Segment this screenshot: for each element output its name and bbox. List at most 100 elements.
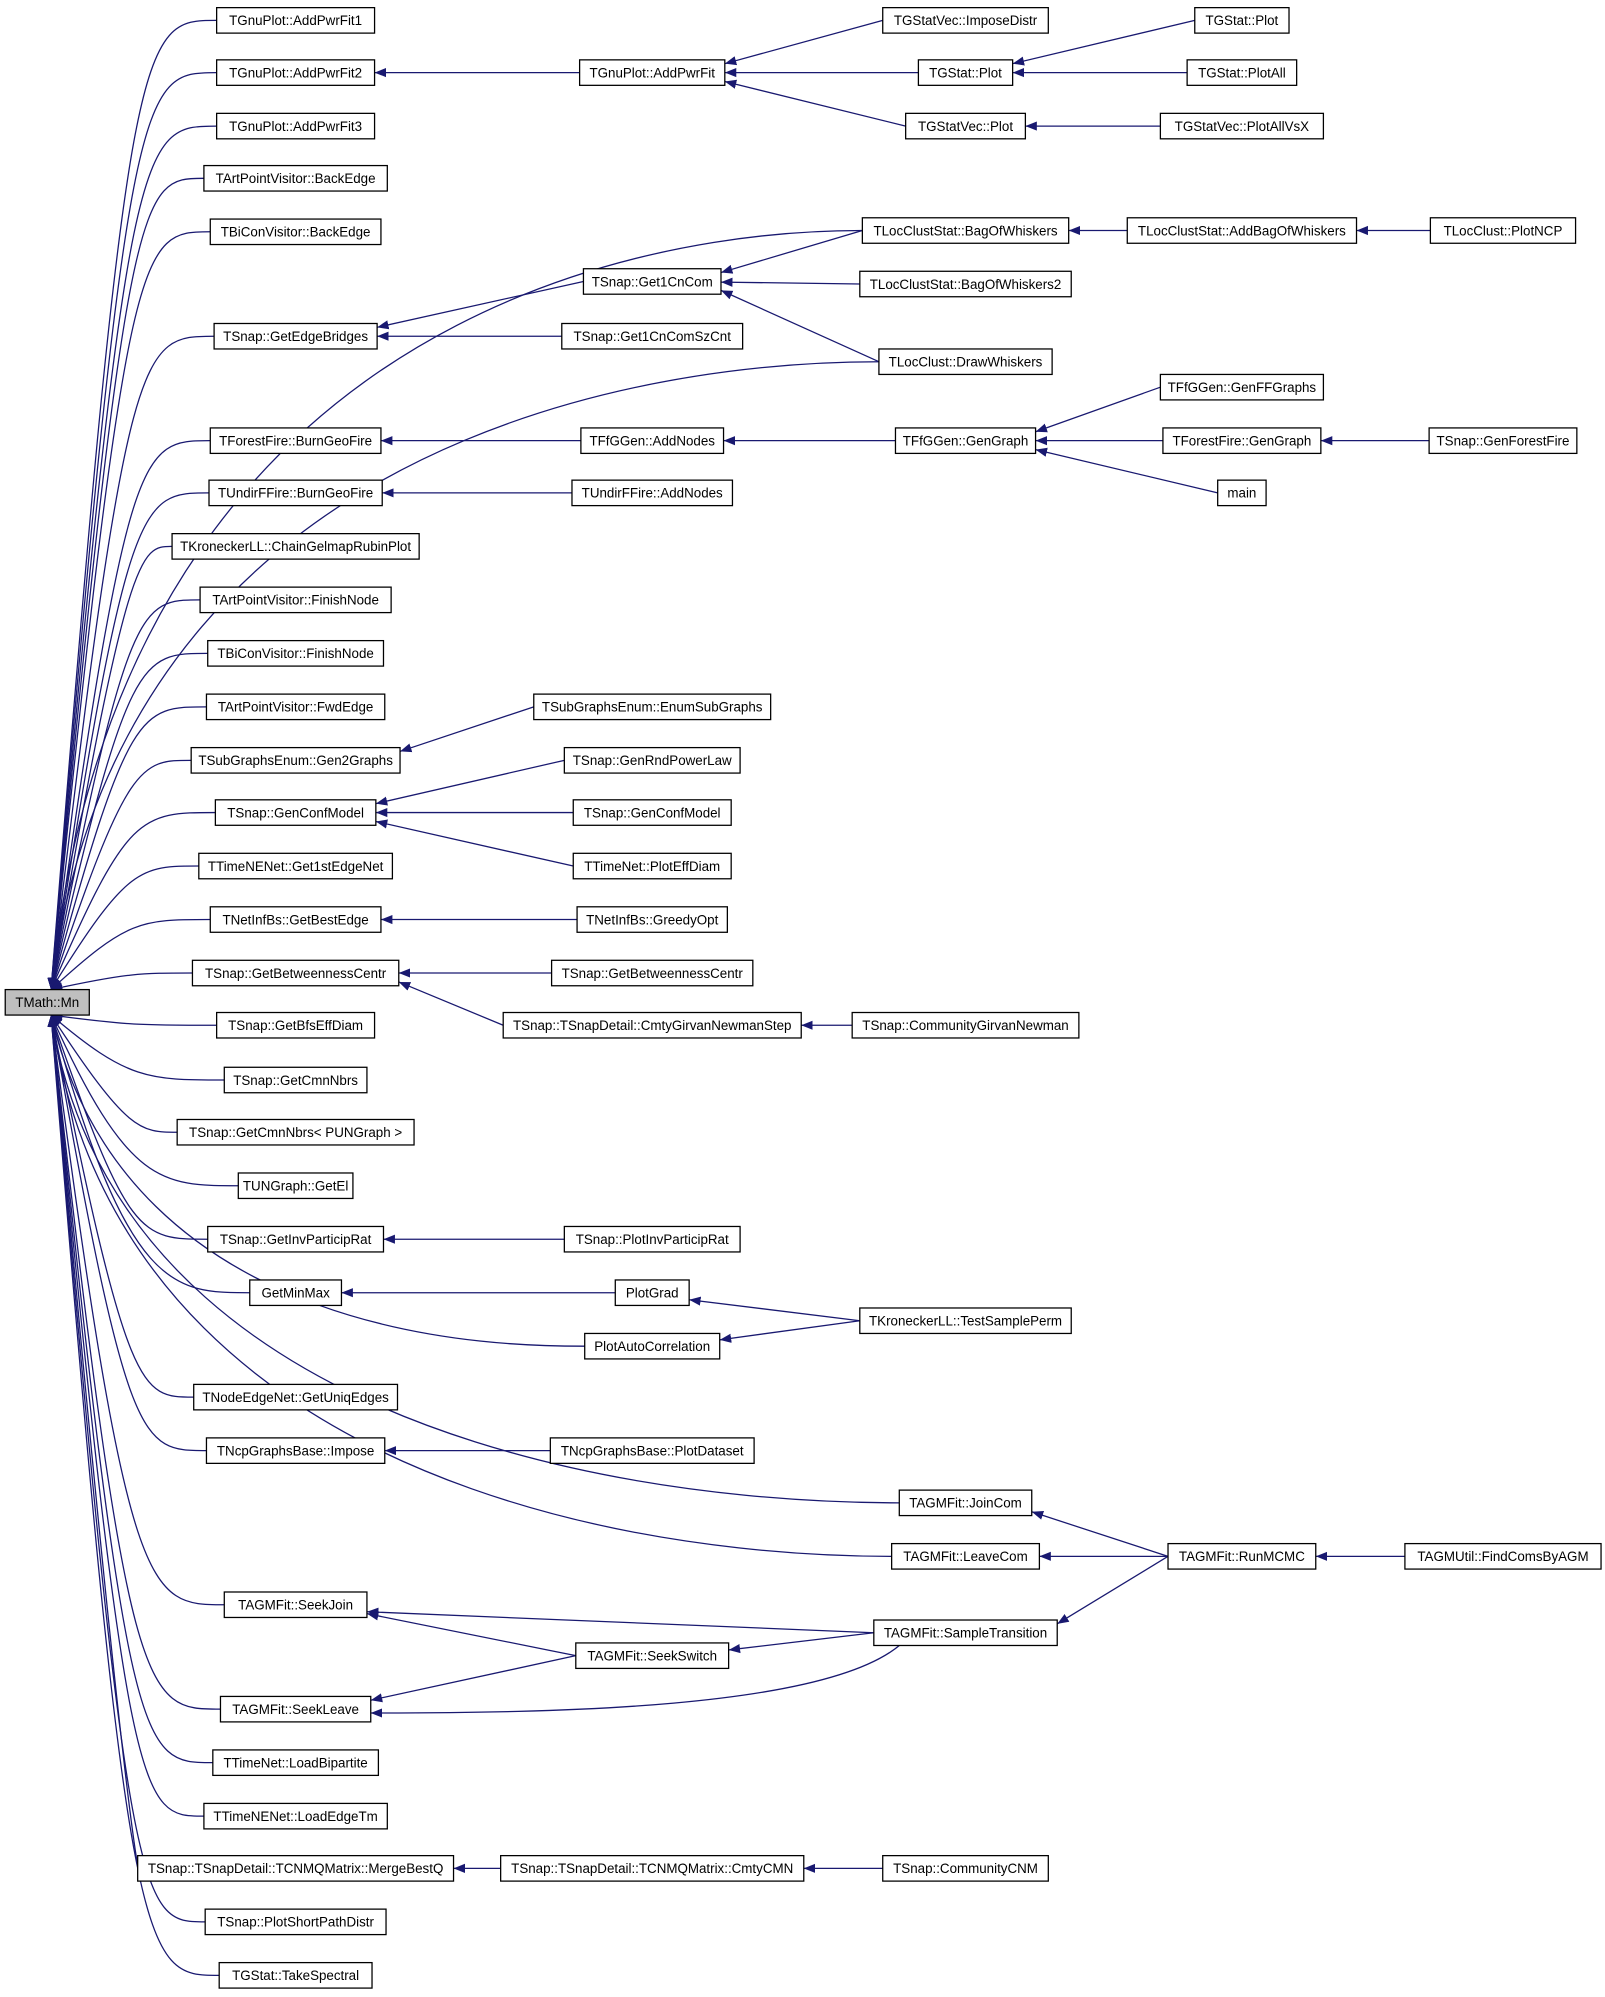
node-box <box>207 1225 385 1253</box>
node-box <box>249 1279 343 1307</box>
node-box <box>882 7 1049 34</box>
node-box <box>533 693 772 721</box>
node-box <box>203 164 388 192</box>
node-label: TBiConVisitor::FinishNode <box>217 646 373 661</box>
node-box <box>614 1279 690 1307</box>
node-label: TGnuPlot::AddPwrFit3 <box>229 119 362 134</box>
edge-arrow <box>47 1015 206 1923</box>
edge-arrow <box>50 1012 217 1026</box>
node-label: TNcpGraphsBase::PlotDataset <box>561 1443 744 1458</box>
node-label: TGStat::Plot <box>929 65 1002 80</box>
node-label: TAGMFit::LeaveCom <box>903 1549 1027 1564</box>
node-label: TGStat::PlotAll <box>1198 65 1286 80</box>
node-box <box>550 959 754 987</box>
node-box <box>561 322 744 350</box>
node-box <box>198 852 394 880</box>
edge-arrow <box>370 1655 576 1703</box>
edge-arrow <box>366 1611 576 1657</box>
node-box <box>204 1908 387 1936</box>
node-box <box>216 7 376 34</box>
node-label: TSnap::GetEdgeBridges <box>223 329 368 344</box>
node-box <box>575 1642 730 1670</box>
node-label: TSnap::GetInvParticipRat <box>220 1232 372 1247</box>
edge-arrow <box>376 280 584 330</box>
node-label: TSnap::GenForestFire <box>1437 433 1570 448</box>
node-label: TAGMFit::SeekJoin <box>238 1598 353 1613</box>
node-label: TSnap::GenConfModel <box>584 805 721 820</box>
node-box <box>205 1437 386 1464</box>
edge-arrow <box>720 229 863 274</box>
node-label: TSubGraphsEnum::Gen2Graphs <box>198 753 393 768</box>
node-label: TGnuPlot::AddPwrFit1 <box>229 13 362 28</box>
node-box <box>1217 479 1267 507</box>
node-label: TNcpGraphsBase::Impose <box>217 1443 374 1458</box>
node-label: TGStatVec::ImposeDistr <box>894 13 1038 28</box>
node-label: TLocClustStat::AddBagOfWhiskers <box>1138 223 1346 238</box>
node-box <box>898 1489 1033 1517</box>
edge-arrow <box>47 125 217 990</box>
node-label: TGStatVec::PlotAllVsX <box>1175 119 1309 134</box>
edge-arrow <box>724 19 883 66</box>
node-box <box>1167 1542 1317 1570</box>
edge-arrow <box>50 865 199 990</box>
node-label: TForestFire::GenGraph <box>1172 433 1311 448</box>
edge-arrow <box>47 1014 213 1764</box>
edge-arrow <box>50 759 192 990</box>
node-label: TGStatVec::Plot <box>918 119 1013 134</box>
node-box <box>905 112 1027 140</box>
edge-arrow <box>49 706 207 990</box>
node-label: TAGMFit::SeekLeave <box>232 1702 359 1717</box>
edge-arrow <box>48 1014 892 1557</box>
edges <box>47 19 1431 1976</box>
node-box <box>1159 373 1325 401</box>
node-box <box>894 427 1037 455</box>
node-box <box>1194 7 1290 34</box>
edge-arrow <box>720 277 860 287</box>
node-box <box>1162 427 1322 455</box>
edge-arrow <box>720 289 880 363</box>
node-box <box>891 1542 1041 1570</box>
node-box <box>216 112 376 140</box>
node-label: TLocClust::DrawWhiskers <box>889 355 1043 370</box>
nodes: TMath::Mn TGnuPlot::AddPwrFit1TGnuPlot::A… <box>4 7 1602 1989</box>
node-label: TArtPointVisitor::BackEdge <box>216 171 376 186</box>
node-label: TUndirFFire::AddNodes <box>582 486 723 501</box>
edge-arrow <box>398 981 504 1026</box>
node-label: TArtPointVisitor::FwdEdge <box>218 700 373 715</box>
node-box <box>190 746 401 774</box>
node-box <box>1126 217 1358 244</box>
edge-arrow <box>50 811 216 990</box>
node-box <box>576 906 728 933</box>
edge-arrow <box>370 1644 900 1718</box>
node-box <box>213 322 378 350</box>
edge-arrow <box>728 1632 874 1654</box>
edge-arrow <box>48 1014 225 1606</box>
node-box <box>207 639 385 667</box>
node-box <box>859 1307 1072 1335</box>
edge-arrow <box>689 1296 860 1322</box>
edge-arrow <box>47 19 217 990</box>
node-box <box>137 1854 455 1882</box>
node-label: TGnuPlot::AddPwrFit <box>589 65 715 80</box>
node-label: TSnap::Get1CnComSzCnt <box>574 329 732 344</box>
node-label: PlotAutoCorrelation <box>594 1339 710 1354</box>
edge-arrow <box>47 229 863 990</box>
edge-arrow <box>50 1014 239 1187</box>
node-box <box>580 427 725 455</box>
node-box <box>212 1749 380 1777</box>
node-label: TBiConVisitor::BackEdge <box>221 225 371 240</box>
node-label: TArtPointVisitor::FinishNode <box>212 593 379 608</box>
edge-arrow <box>50 1014 208 1240</box>
edge-arrow <box>48 1014 207 1452</box>
edge-arrow <box>399 706 534 753</box>
node-label: TLocClustStat::BagOfWhiskers2 <box>870 277 1062 292</box>
edge-arrow <box>375 819 574 867</box>
edge-arrow <box>50 1014 225 1081</box>
node-box <box>851 1011 1080 1039</box>
node-box <box>563 746 741 774</box>
node-box <box>882 1854 1049 1882</box>
node-box <box>500 1854 805 1882</box>
node-box <box>502 1011 802 1039</box>
node-label: TSnap::GenConfModel <box>227 805 364 820</box>
edge-arrow <box>366 1607 874 1634</box>
